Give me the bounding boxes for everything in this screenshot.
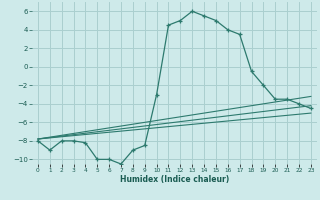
X-axis label: Humidex (Indice chaleur): Humidex (Indice chaleur) <box>120 175 229 184</box>
